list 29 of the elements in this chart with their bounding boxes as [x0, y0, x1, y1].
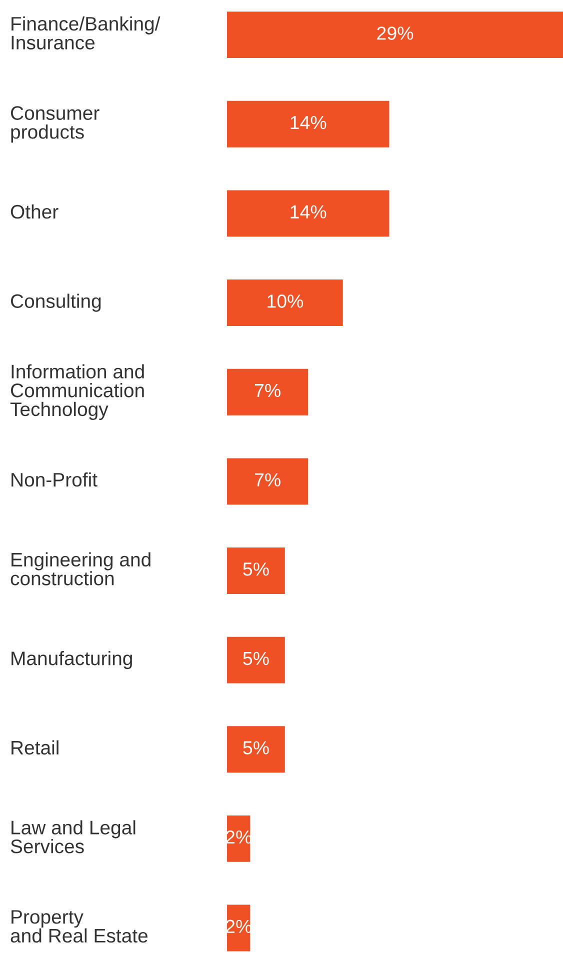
y-tick-label: Law and Legal Services	[10, 820, 136, 854]
y-tick-label: Other	[10, 204, 58, 219]
y-tick-label: Consumer products	[10, 106, 100, 143]
bar	[227, 100, 390, 148]
data-label: 5%	[243, 652, 269, 666]
data-label: 7%	[254, 473, 280, 486]
y-tick-label: Property and Real Estate	[10, 910, 148, 943]
y-tick-label: Engineering and construction	[10, 552, 150, 586]
bar	[227, 190, 390, 237]
data-label: 5%	[243, 562, 269, 576]
data-label: 10%	[268, 294, 304, 308]
bar	[227, 12, 563, 58]
y-tick-label: Manufacturing	[12, 650, 132, 670]
bar	[227, 548, 285, 594]
y-tick-label: Information and Communication Technology	[10, 364, 144, 420]
y-tick-label: Consulting	[10, 294, 101, 312]
y-tick-label: Non-Profit	[12, 472, 98, 487]
data-label: 7%	[254, 384, 280, 398]
data-label: 5%	[243, 741, 269, 754]
bar	[227, 368, 308, 416]
data-label: 29%	[377, 26, 414, 40]
bar	[227, 726, 285, 773]
data-label: 14%	[290, 205, 326, 218]
bar	[227, 280, 343, 326]
y-tick-label: Finance/Banking/ Insurance	[12, 16, 160, 50]
bar	[227, 458, 308, 505]
y-tick-label: Retail	[12, 740, 58, 755]
data-label: 14%	[290, 116, 326, 130]
bar	[227, 636, 285, 684]
